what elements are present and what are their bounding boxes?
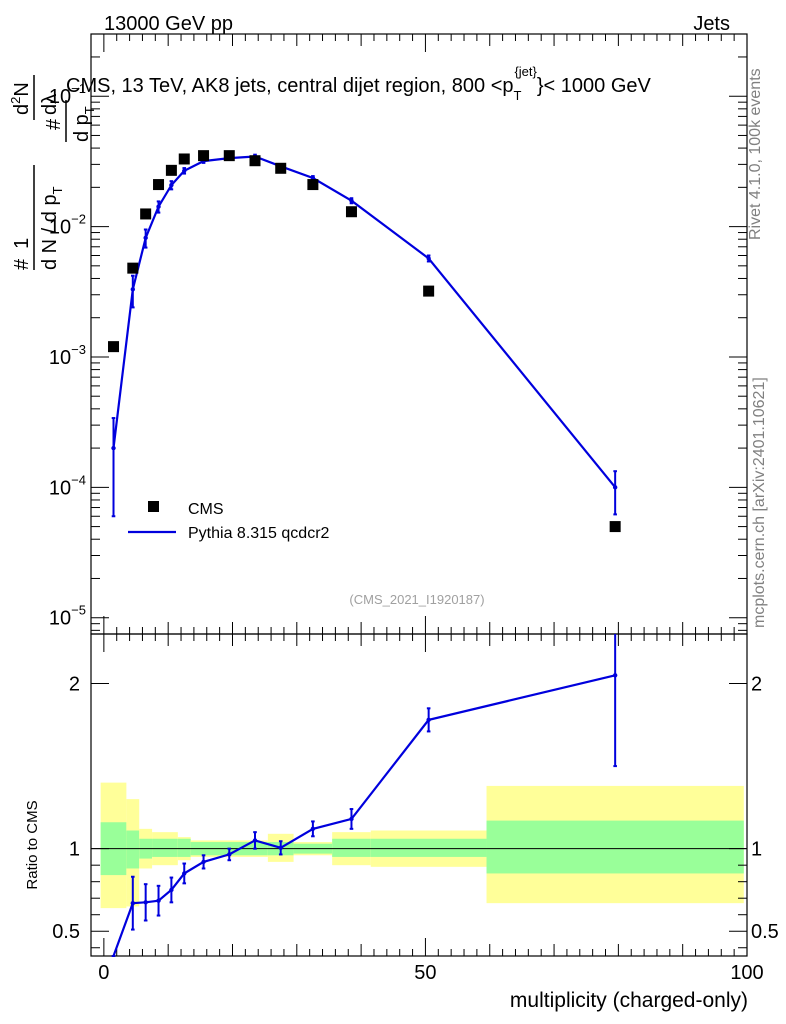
uncertainty-band-inner — [126, 830, 140, 869]
x-tick-label: 50 — [414, 962, 436, 984]
ratio-bands — [100, 782, 744, 909]
uncertainty-band-inner — [486, 820, 744, 874]
mc-point — [130, 287, 136, 292]
mc-point — [182, 168, 187, 173]
svg-text:d pT: d pT — [71, 106, 97, 142]
x-tick-label: 0 — [98, 962, 109, 984]
mc-ratio-point — [310, 826, 316, 832]
x-tick-labels: 0 50 100 — [98, 962, 763, 984]
data-series-main — [108, 150, 621, 533]
x-tick-label: 100 — [730, 962, 763, 984]
mc-ratio-point — [201, 859, 206, 865]
ratio-y-tick-labels: 2 1 0.5 2 1 0.5 — [52, 674, 779, 944]
mc-point — [143, 235, 148, 241]
mc-ratio-point — [612, 673, 618, 678]
mc-ratio-point — [278, 845, 283, 851]
y-axis-label: #1 d N / d pT # d pT d2N dλ — [8, 75, 97, 270]
mc-ratio-point — [156, 898, 161, 903]
mc-ratio-point — [349, 816, 354, 822]
ratio-panel: 2 1 0.5 2 1 0.5 Ratio to CMS — [24, 633, 779, 957]
data-point — [153, 179, 165, 191]
main-frame — [90, 33, 748, 635]
uncertainty-band-inner — [370, 838, 487, 857]
svg-text:dλ: dλ — [39, 94, 61, 115]
mcplots-label: mcplots.cern.ch [arXiv:2401.10621] — [751, 377, 768, 628]
mc-point — [426, 256, 431, 261]
mc-ratio-point — [143, 900, 148, 905]
plot-title: CMS, 13 TeV, AK8 jets, central dijet reg… — [66, 64, 652, 103]
mc-point — [156, 204, 161, 209]
x-axis-label: multiplicity (charged-only) — [510, 989, 748, 1012]
legend-mc-label: Pythia 8.315 qcdcr2 — [188, 525, 330, 542]
svg-text:#: # — [43, 118, 65, 130]
mc-ratio-point — [169, 887, 174, 893]
ratio-y-tick-label-right: 1 — [751, 839, 762, 861]
data-point — [249, 155, 261, 167]
mc-ratio-point — [227, 852, 232, 857]
svg-text:d N / d pT: d N / d pT — [39, 186, 65, 270]
ratio-y-tick-label-left: 1 — [69, 839, 80, 861]
mc-ratio-point — [182, 871, 187, 876]
legend: CMS Pythia 8.315 qcdcr2 — [128, 501, 330, 542]
svg-text:#1: #1 — [11, 238, 33, 270]
header-right: Jets — [693, 13, 730, 35]
mc-ratio-point — [426, 717, 431, 723]
data-point — [609, 521, 621, 533]
mc-point — [169, 182, 174, 188]
main-y-tick-label: 10−3 — [49, 342, 86, 369]
mc-point — [310, 175, 316, 181]
mc-series-main — [111, 153, 618, 518]
analysis-tag: (CMS_2021_I1920187) — [349, 592, 484, 607]
data-point — [345, 206, 357, 218]
legend-data-marker — [148, 501, 159, 512]
mc-line — [112, 155, 617, 488]
main-y-tick-label: 10−4 — [49, 472, 86, 499]
svg-text:d2N: d2N — [8, 82, 33, 115]
header-left: 13000 GeV pp — [104, 13, 233, 35]
ratio-y-tick-label-right: 0.5 — [751, 921, 779, 943]
data-point — [275, 162, 287, 174]
data-point — [307, 179, 319, 191]
data-point — [223, 150, 235, 162]
mc-point — [612, 485, 618, 490]
main-y-tick-labels: 10−1 10−2 10−3 10−4 10−5 — [49, 81, 86, 630]
mc-series-ratio — [111, 634, 618, 957]
uncertainty-band-inner — [332, 838, 371, 857]
mc-point — [111, 445, 116, 451]
data-point — [140, 208, 152, 220]
data-point — [423, 285, 435, 297]
data-point — [108, 341, 120, 353]
main-y-tick-label: 10−1 — [49, 81, 86, 108]
mc-point — [349, 198, 354, 203]
uncertainty-band-inner — [152, 838, 178, 857]
data-point — [178, 153, 190, 165]
main-minor-ticks — [91, 34, 748, 634]
mc-ratio-point — [252, 838, 258, 843]
ratio-y-tick-label-left: 2 — [69, 674, 80, 696]
data-point — [198, 150, 210, 162]
legend-data-label: CMS — [188, 501, 224, 518]
title-main: CMS, 13 TeV, AK8 jets, central dijet reg… — [66, 64, 652, 103]
ratio-y-tick-label-right: 2 — [751, 674, 762, 696]
uncertainty-band-inner — [177, 838, 191, 857]
ratio-frame — [90, 633, 748, 957]
data-point — [165, 164, 177, 176]
ratio-y-tick-label-left: 0.5 — [52, 921, 80, 943]
ratio-y-axis-label: Ratio to CMS — [24, 800, 41, 889]
rivet-version-label: Rivet 4.1.0, 100k events — [747, 68, 764, 240]
main-y-tick-label: 10−2 — [49, 212, 86, 239]
main-y-tick-label: 10−5 — [49, 603, 86, 630]
data-point — [127, 262, 139, 274]
mc-ratio-point — [130, 900, 136, 906]
main-panel: 10−1 10−2 10−3 10−4 10−5 CMS Pythia 8.31… — [49, 33, 748, 635]
